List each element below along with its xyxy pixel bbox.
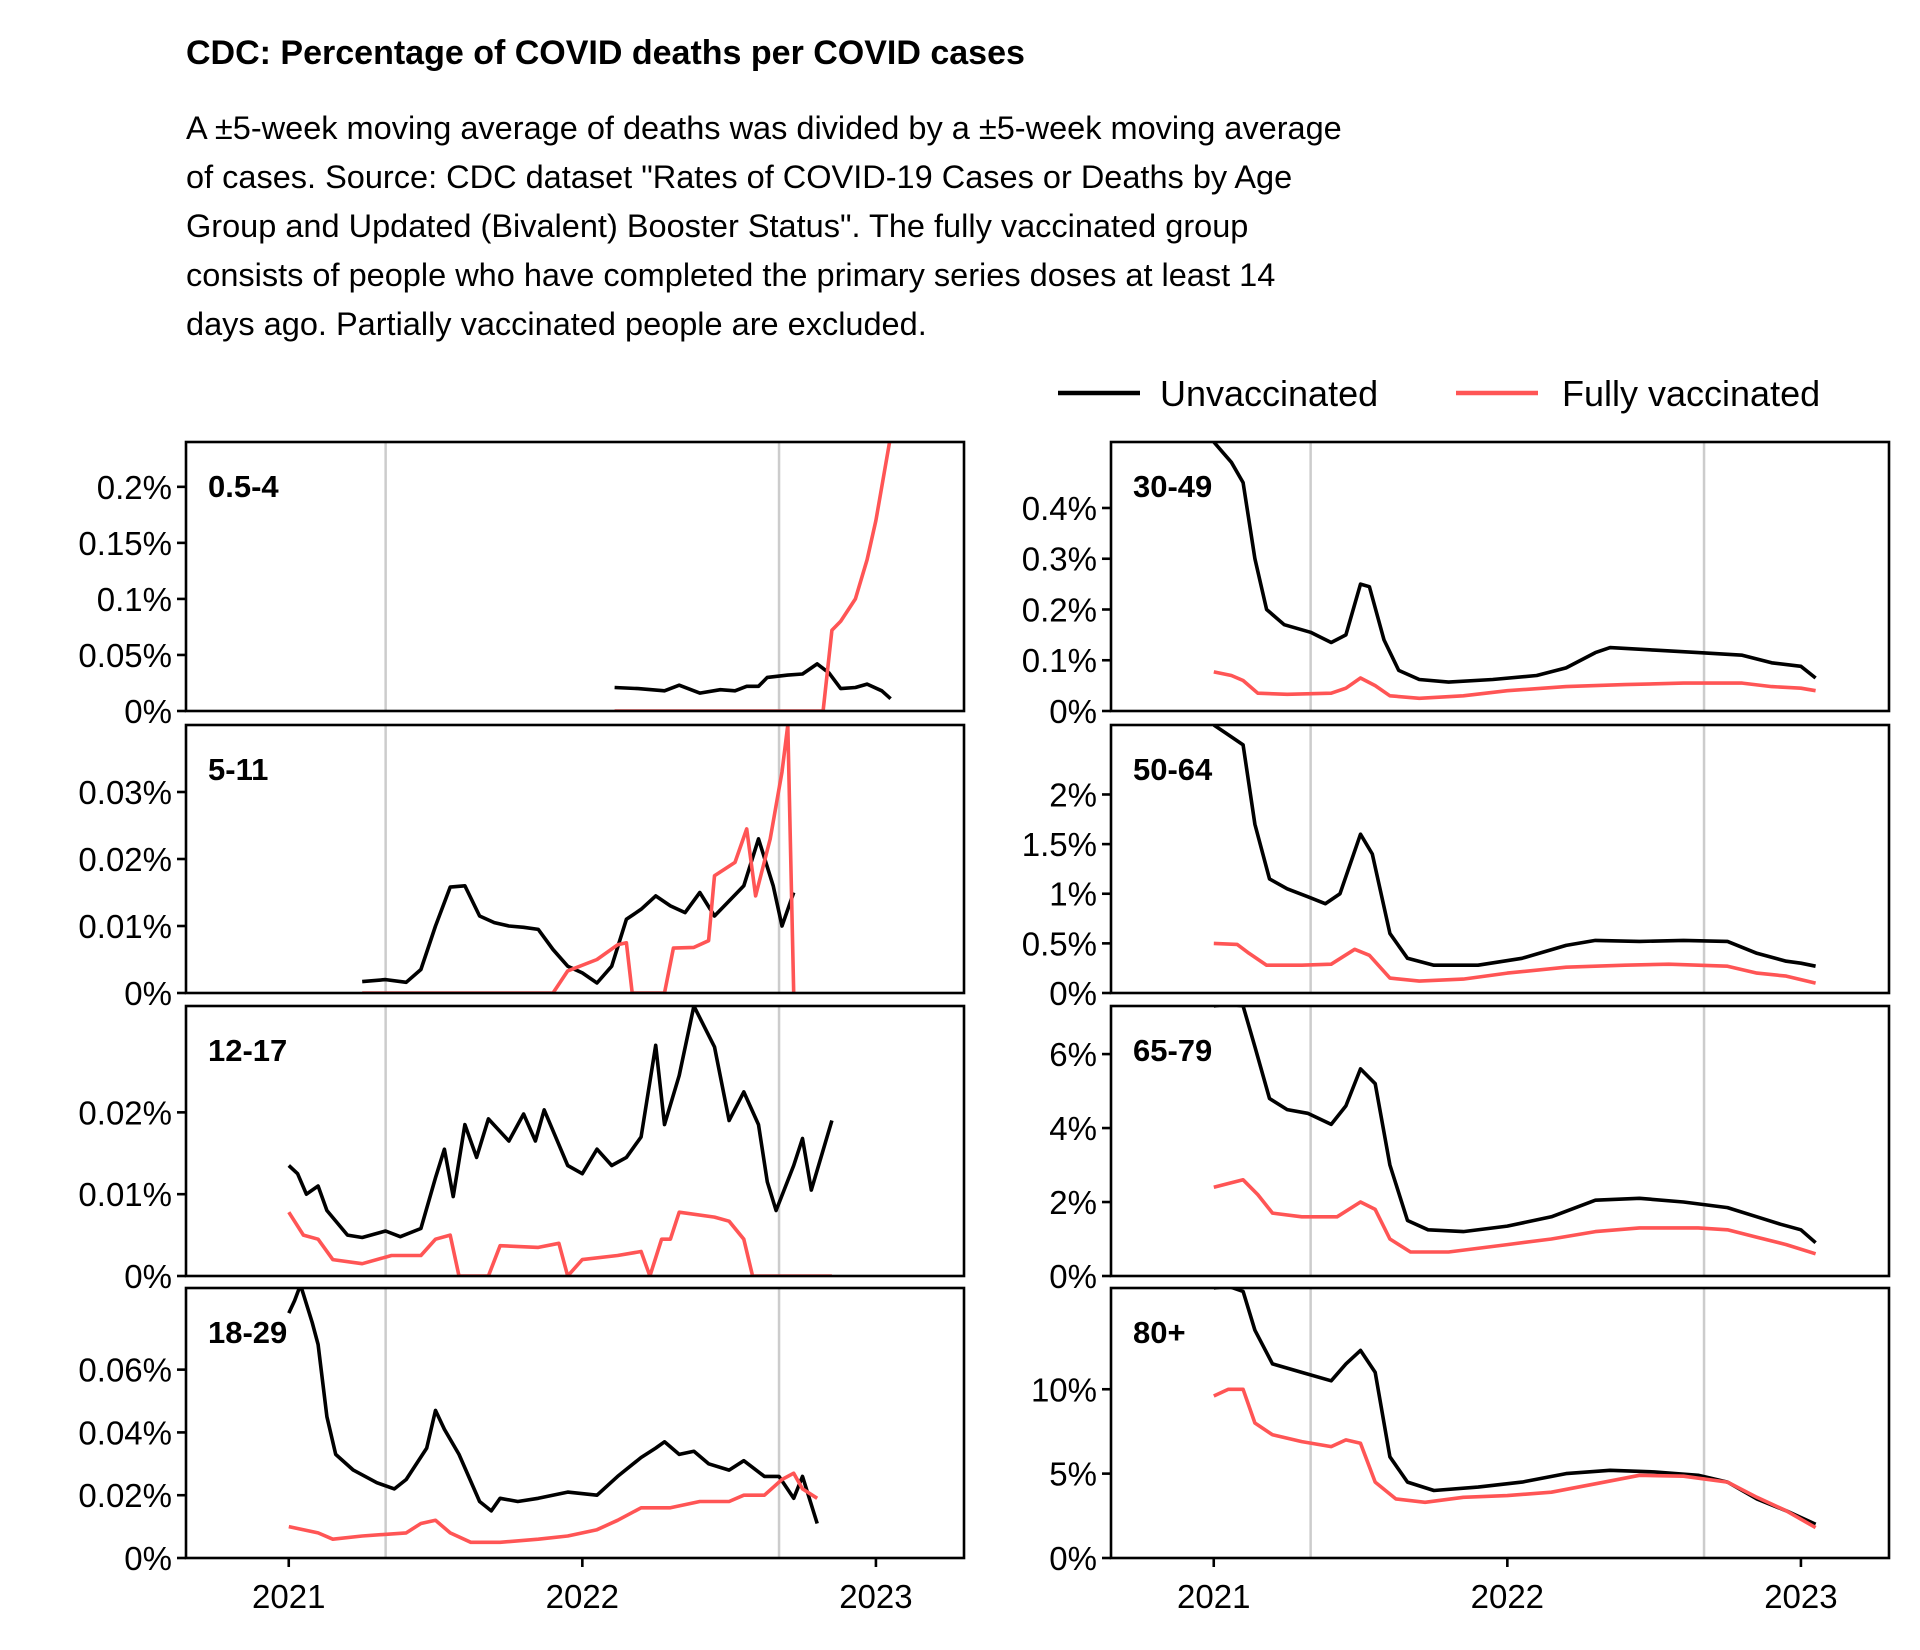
chart-title: CDC: Percentage of COVID deaths per COVI… (186, 34, 1025, 72)
series-line-unvaccinated (362, 837, 796, 985)
y-tick-label: 0.5% (1022, 925, 1097, 962)
panel-18-29: 0% 0.02% 0.04% 0.06% 18-29 2021 2022 2023 (78, 1286, 966, 1615)
x-tick-label: 2022 (1471, 1578, 1544, 1615)
panel-frame (184, 440, 966, 713)
panel-frame (1109, 723, 1891, 995)
y-tick-label: 1.5% (1022, 826, 1097, 863)
panel-label: 30-49 (1133, 469, 1212, 504)
series-line-fully-vaccinated (362, 725, 796, 993)
y-tick-label: 0.15% (78, 525, 172, 562)
series-line-unvaccinated (287, 1288, 819, 1525)
series-group (362, 725, 796, 993)
panel-frame (184, 1004, 966, 1278)
y-tick-label: 2% (1049, 776, 1097, 813)
panel-0.5-4: 0% 0.05% 0.1% 0.15% 0.2% 0.5-4 (78, 440, 966, 730)
panel-label: 0.5-4 (208, 469, 279, 504)
panel-frame (1109, 440, 1891, 713)
y-tick-label: 0% (124, 975, 172, 1012)
panel-12-17: 0% 0.01% 0.02% 12-17 (78, 1004, 966, 1295)
subtitle-line: consists of people who have completed th… (186, 257, 1276, 293)
series-group (287, 1288, 819, 1545)
series-line-fully-vaccinated (288, 1471, 819, 1545)
y-tick-label: 0.1% (97, 581, 172, 618)
panel-65-79: 0% 2% 4% 6% 65-79 (1049, 1004, 1891, 1295)
y-tick-label: 0.04% (78, 1414, 172, 1451)
series-group (614, 442, 892, 711)
y-tick-label: 0.02% (78, 1477, 172, 1514)
panel-frame (1109, 1286, 1891, 1560)
y-tick-label: 6% (1049, 1036, 1097, 1073)
subtitle-line: A ±5-week moving average of deaths was d… (186, 110, 1342, 146)
series-line-fully-vaccinated (1213, 670, 1816, 701)
legend-label-fully-vaccinated: Fully vaccinated (1562, 373, 1820, 414)
panel-frame (1109, 1004, 1891, 1278)
y-tick-label: 5% (1049, 1456, 1097, 1493)
y-tick-label: 0.06% (78, 1352, 172, 1389)
y-tick-label: 1% (1049, 876, 1097, 913)
panel-label: 65-79 (1133, 1033, 1212, 1068)
series-line-unvaccinated (1212, 442, 1817, 684)
series-line-unvaccinated (1213, 1288, 1817, 1526)
panel-label: 80+ (1133, 1315, 1186, 1350)
x-tick-label: 2021 (1177, 1578, 1250, 1615)
series-line-unvaccinated (1212, 725, 1816, 968)
series-group (1213, 1006, 1817, 1256)
series-line-unvaccinated (1213, 1006, 1817, 1245)
y-tick-label: 0.2% (97, 469, 172, 506)
series-line-fully-vaccinated (1213, 941, 1817, 985)
legend-label-unvaccinated: Unvaccinated (1160, 373, 1378, 414)
y-tick-label: 10% (1031, 1371, 1097, 1408)
panel-80+: 0% 5% 10% 80+ 2021 2022 2023 (1031, 1286, 1891, 1615)
y-tick-label: 0.03% (78, 774, 172, 811)
series-group (287, 1006, 834, 1276)
panel-50-64: 0% 0.5% 1% 1.5% 2% 50-64 (1022, 723, 1891, 1012)
series-line-unvaccinated (614, 662, 892, 701)
y-tick-label: 0.1% (1022, 642, 1097, 679)
series-group (1212, 442, 1817, 701)
y-tick-label: 0.02% (78, 841, 172, 878)
panel-label: 12-17 (208, 1033, 287, 1068)
y-tick-label: 0% (124, 693, 172, 730)
y-tick-label: 0.05% (78, 637, 172, 674)
y-tick-label: 0.3% (1022, 541, 1097, 578)
panel-label: 18-29 (208, 1315, 287, 1350)
x-tick-label: 2021 (252, 1578, 325, 1615)
y-tick-label: 0% (124, 1258, 172, 1295)
subtitle-line: of cases. Source: CDC dataset "Rates of … (186, 159, 1293, 195)
series-line-unvaccinated (287, 1006, 834, 1240)
y-tick-label: 0.4% (1022, 490, 1097, 527)
panel-label: 50-64 (1133, 752, 1213, 787)
panel-30-49: 0% 0.1% 0.2% 0.3% 0.4% 30-49 (1022, 440, 1891, 730)
series-group (1213, 1288, 1817, 1530)
y-tick-label: 0.01% (78, 1176, 172, 1213)
chart-subtitle: A ±5-week moving average of deaths was d… (186, 104, 1886, 349)
y-tick-label: 0% (1049, 1540, 1097, 1577)
x-tick-label: 2023 (1764, 1578, 1837, 1615)
series-group (1212, 725, 1817, 985)
y-tick-label: 2% (1049, 1184, 1097, 1221)
y-tick-label: 0% (1049, 975, 1097, 1012)
y-tick-label: 0.02% (78, 1094, 172, 1131)
panel-frame (184, 1286, 966, 1560)
panel-5-11: 0% 0.01% 0.02% 0.03% 5-11 (78, 723, 966, 1012)
subtitle-line: days ago. Partially vaccinated people ar… (186, 306, 927, 342)
series-line-fully-vaccinated (614, 442, 892, 711)
y-tick-label: 0% (124, 1540, 172, 1577)
panel-label: 5-11 (208, 752, 268, 787)
series-line-fully-vaccinated (1213, 1387, 1817, 1530)
panel-frame (184, 723, 966, 995)
legend: Unvaccinated Fully vaccinated (1058, 373, 1820, 414)
series-line-fully-vaccinated (1213, 1178, 1817, 1256)
series-line-fully-vaccinated (287, 1210, 832, 1276)
y-tick-label: 0% (1049, 1258, 1097, 1295)
y-tick-label: 4% (1049, 1110, 1097, 1147)
y-tick-label: 0% (1049, 693, 1097, 730)
x-tick-label: 2023 (839, 1578, 912, 1615)
subtitle-line: Group and Updated (Bivalent) Booster Sta… (186, 208, 1249, 244)
y-tick-label: 0.01% (78, 908, 172, 945)
x-tick-label: 2022 (546, 1578, 619, 1615)
y-tick-label: 0.2% (1022, 591, 1097, 628)
